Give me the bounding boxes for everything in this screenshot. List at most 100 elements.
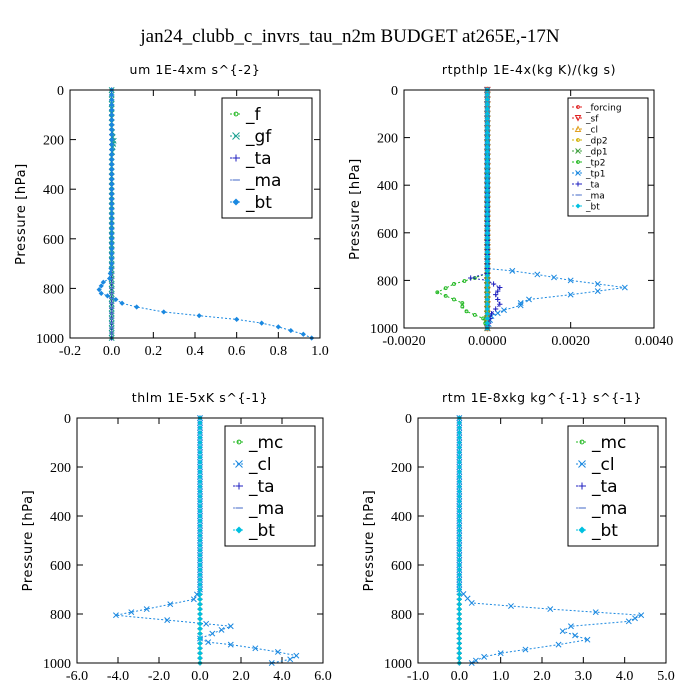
series-point	[625, 618, 632, 625]
legend: _f_gf_ta_ma_bt	[221, 97, 313, 219]
legend-label: _mc	[248, 433, 283, 453]
series-point	[109, 221, 115, 227]
series-point	[109, 161, 115, 167]
series-point	[197, 459, 203, 465]
series-point	[484, 230, 490, 236]
legend-marker	[575, 148, 581, 154]
series-point	[484, 220, 490, 226]
y-tick-label: 0	[405, 412, 412, 427]
series-point	[456, 611, 462, 617]
series-point	[197, 533, 203, 539]
x-tick-label: -0.2	[59, 344, 81, 359]
series-point	[484, 201, 490, 207]
legend-label: _ta	[245, 149, 272, 169]
series-point	[456, 449, 462, 455]
series-point	[227, 623, 234, 630]
series-point	[98, 283, 104, 289]
series-point	[468, 275, 474, 281]
y-tick-label: 800	[50, 608, 71, 623]
legend-marker	[579, 439, 585, 445]
series-point	[456, 425, 462, 431]
series-point	[456, 533, 462, 539]
series-point	[109, 256, 115, 262]
series-point	[197, 498, 203, 504]
series-point	[109, 137, 115, 143]
series-point	[456, 631, 462, 637]
legend-marker	[232, 198, 240, 206]
legend-label: _ta	[248, 477, 275, 497]
series-point	[108, 265, 114, 272]
legend-label: _cl	[591, 455, 615, 475]
series-point	[484, 96, 490, 103]
series-point	[112, 612, 119, 619]
y-tick-label: 600	[50, 559, 71, 574]
series-point	[456, 513, 462, 519]
series-point	[197, 547, 203, 553]
series-point	[456, 464, 462, 470]
series-point	[638, 612, 645, 619]
series-point	[275, 324, 281, 330]
series-point	[197, 567, 203, 573]
x-tick-label: 2.0	[533, 669, 551, 684]
series-point	[197, 503, 203, 509]
series-point	[484, 120, 490, 126]
series-point	[109, 146, 115, 153]
y-tick-label: 1000	[43, 657, 71, 672]
series-point	[109, 231, 115, 237]
series-point	[134, 304, 140, 310]
legend-label: _ma	[248, 499, 284, 519]
series-point	[484, 149, 490, 155]
x-tick-label: 5.0	[657, 669, 675, 684]
series-point	[109, 196, 115, 202]
series-point	[534, 271, 541, 278]
series-point	[484, 187, 490, 193]
series-point	[218, 626, 225, 633]
x-tick-label: 0.0020	[551, 334, 590, 349]
series-point	[456, 459, 462, 465]
series-point	[456, 626, 462, 632]
series-point	[234, 316, 240, 322]
series-point	[484, 254, 490, 260]
plot-frame	[403, 89, 655, 329]
legend-marker	[576, 160, 580, 164]
series-point	[456, 601, 462, 607]
series-point	[197, 572, 203, 578]
series-point	[584, 636, 591, 643]
series-point	[517, 300, 524, 306]
series-point	[456, 469, 462, 475]
series-point	[227, 641, 234, 648]
x-tick-label: 0.6	[228, 344, 246, 359]
series-point	[109, 156, 115, 163]
legend-label: _gf	[245, 127, 272, 147]
series-point	[517, 302, 524, 309]
legend-marker	[235, 460, 243, 468]
legend-marker	[574, 115, 582, 122]
series-point	[484, 139, 490, 145]
chart-panel-1: um 1E-4xm s^{-2} Pressure [hPa] -0.2 0.0 0.2…	[14, 62, 329, 359]
legend-label: _f	[245, 105, 262, 125]
series-point	[572, 632, 579, 639]
y-tick-label: 600	[391, 559, 412, 574]
series-point	[495, 296, 501, 303]
series-point	[456, 621, 462, 627]
series-point	[497, 301, 503, 307]
series-point	[109, 261, 115, 267]
legend-label: _ma	[591, 499, 627, 519]
panel-title: thlm 1E-5xK s^{-1}	[132, 390, 268, 405]
series-point	[109, 176, 115, 182]
series-point	[484, 125, 490, 131]
series-point	[452, 297, 456, 302]
legend-label: _forcing	[585, 104, 622, 114]
y-tick-label: 1000	[370, 322, 398, 337]
series-point	[109, 127, 115, 133]
series-point	[109, 181, 115, 187]
series-line	[436, 90, 488, 329]
legend-label: _cl	[248, 455, 272, 475]
series-point	[274, 649, 281, 655]
x-tick-label: -4.0	[107, 669, 129, 684]
plot-frame	[69, 89, 321, 339]
series-point	[484, 168, 490, 174]
series-point	[456, 484, 462, 490]
legend-marker	[233, 111, 239, 117]
series-point	[484, 144, 490, 150]
